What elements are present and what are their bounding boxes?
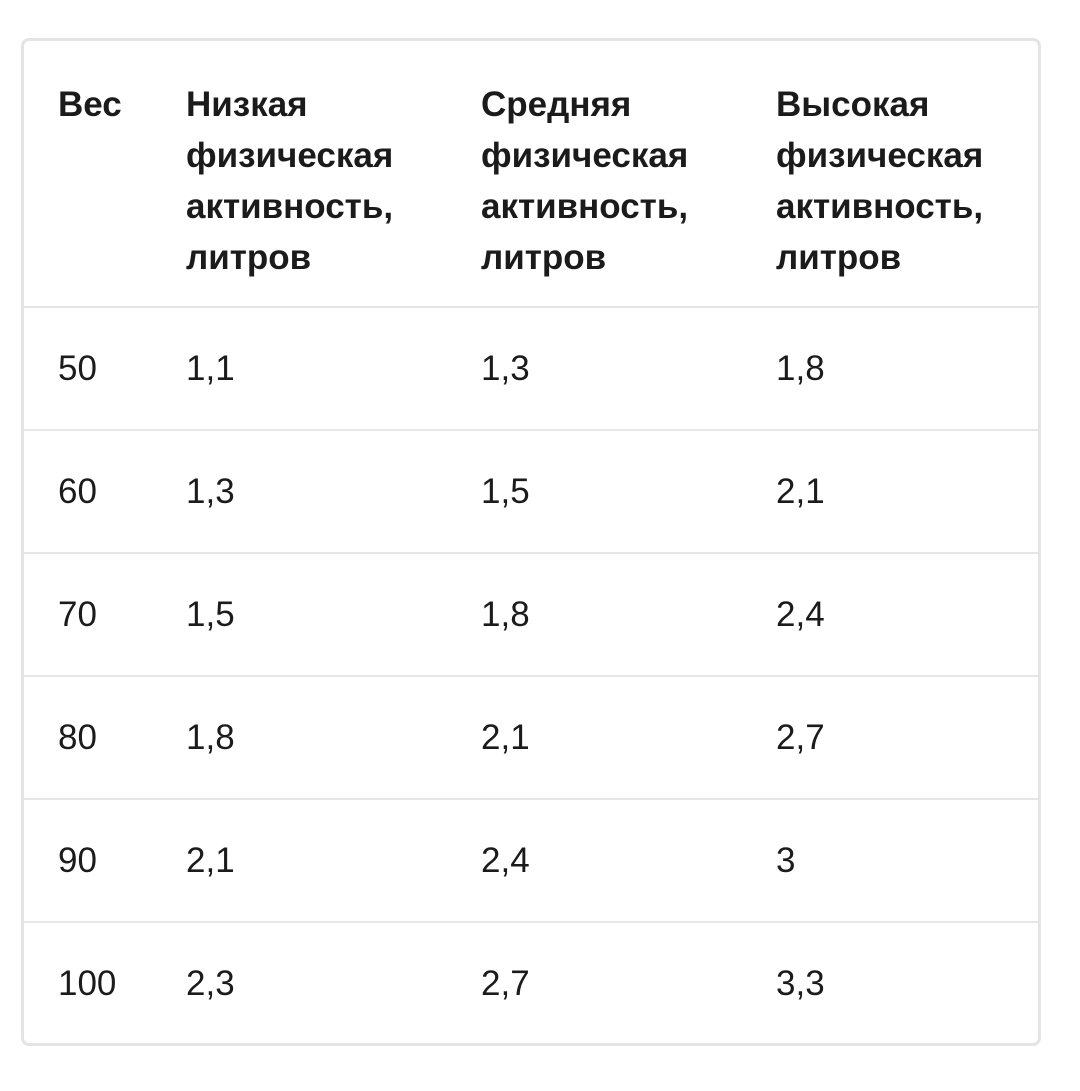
header-weight-label: Вес: [58, 85, 122, 124]
cell-low: 1,1: [186, 348, 235, 388]
table-row: 90 2,1 2,4 3: [24, 798, 1038, 922]
table-row: 60 1,3 1,5 2,1: [24, 429, 1038, 553]
water-intake-table-card: Вес Низкая физическая активность, литров…: [21, 38, 1041, 1046]
cell-weight: 80: [24, 675, 164, 799]
cell-low: 1,8: [164, 675, 459, 799]
table-row: 100 2,3 2,7 3,3: [24, 921, 1038, 1043]
header-medium-activity: Средняя физическая активность, литров: [459, 41, 754, 308]
cell-high: 2,7: [754, 675, 1038, 799]
cell-high: 3,3: [754, 921, 1038, 1043]
header-high-activity: Высокая физическая активность, литров: [754, 41, 1038, 308]
cell-medium: 1,8: [459, 552, 754, 676]
cell-weight: 50: [58, 348, 97, 388]
cell-weight: 90: [24, 798, 164, 922]
cell-low: 1,5: [164, 552, 459, 676]
cell-medium: 2,1: [459, 675, 754, 799]
table-header-row: Вес Низкая физическая активность, литров…: [24, 41, 1038, 308]
table-row: 80 1,8 2,1 2,7: [24, 675, 1038, 799]
cell-medium: 2,7: [459, 921, 754, 1043]
table-row: 70 1,5 1,8 2,4: [24, 552, 1038, 676]
cell-weight: 60: [24, 429, 164, 553]
cell-low: 1,3: [164, 429, 459, 553]
cell-high: 2,1: [754, 429, 1038, 553]
header-low-activity-label: Низкая физическая активность, литров: [186, 85, 394, 277]
cell-weight: 100: [24, 921, 164, 1043]
cell-medium: 2,4: [459, 798, 754, 922]
header-low-activity: Низкая физическая активность, литров: [164, 41, 459, 308]
cell-high: 2,4: [754, 552, 1038, 676]
table-row: 50 1,1 1,3 1,8: [24, 307, 1038, 430]
water-intake-table: Вес Низкая физическая активность, литров…: [24, 41, 1038, 1043]
cell-medium: 1,3: [481, 348, 530, 388]
cell-low: 2,1: [164, 798, 459, 922]
header-weight: Вес: [24, 41, 164, 308]
cell-weight: 70: [24, 552, 164, 676]
cell-medium: 1,5: [459, 429, 754, 553]
header-medium-activity-label: Средняя физическая активность, литров: [481, 85, 689, 277]
cell-high: 1,8: [776, 348, 825, 388]
header-high-activity-label: Высокая физическая активность, литров: [776, 85, 984, 277]
cell-high: 3: [754, 798, 1038, 922]
cell-low: 2,3: [164, 921, 459, 1043]
